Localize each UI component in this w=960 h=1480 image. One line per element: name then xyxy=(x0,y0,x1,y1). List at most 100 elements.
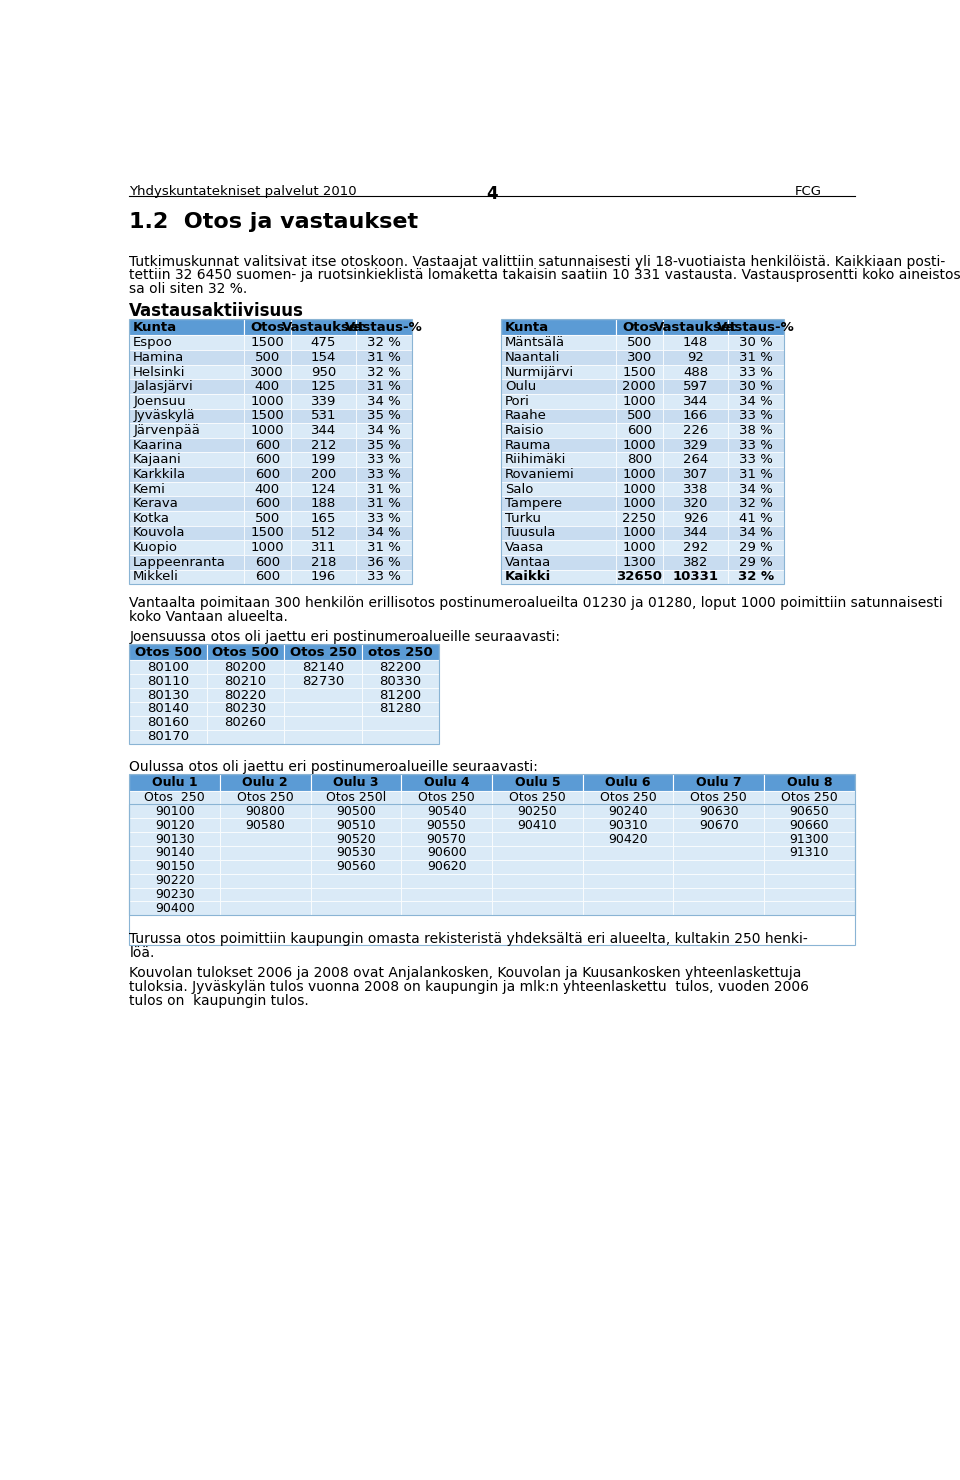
Bar xyxy=(130,832,220,847)
Text: 90230: 90230 xyxy=(155,888,195,901)
Text: Mäntsälä: Mäntsälä xyxy=(505,336,565,349)
Bar xyxy=(501,438,616,453)
Bar xyxy=(356,408,412,423)
Bar xyxy=(130,804,854,946)
Text: Kajaani: Kajaani xyxy=(133,453,182,466)
Text: 32 %: 32 % xyxy=(738,570,775,583)
Bar xyxy=(583,774,673,790)
Bar xyxy=(501,525,616,540)
Bar xyxy=(764,888,854,901)
Text: Lappeenranta: Lappeenranta xyxy=(133,555,226,568)
Text: Otos 250: Otos 250 xyxy=(509,790,565,804)
Bar xyxy=(291,438,356,453)
Bar xyxy=(501,351,616,364)
Bar xyxy=(501,511,616,525)
Text: 165: 165 xyxy=(311,512,336,525)
Text: 1500: 1500 xyxy=(251,527,284,539)
Text: 90800: 90800 xyxy=(246,805,285,818)
Text: Rauma: Rauma xyxy=(505,438,552,451)
Text: 82730: 82730 xyxy=(302,675,345,688)
Text: 33 %: 33 % xyxy=(368,512,401,525)
Bar xyxy=(311,818,401,832)
Text: 500: 500 xyxy=(254,512,280,525)
Bar xyxy=(206,644,284,660)
Text: 1000: 1000 xyxy=(251,425,284,437)
Text: 33 %: 33 % xyxy=(739,438,773,451)
Bar xyxy=(673,888,764,901)
Bar xyxy=(764,832,854,847)
Bar xyxy=(284,716,362,730)
Bar xyxy=(729,468,784,482)
Bar xyxy=(356,540,412,555)
Bar xyxy=(583,804,673,818)
Bar xyxy=(356,394,412,408)
Text: 35 %: 35 % xyxy=(368,438,401,451)
Text: 80160: 80160 xyxy=(147,716,189,730)
Bar xyxy=(206,675,284,688)
Text: 311: 311 xyxy=(311,542,336,554)
Bar xyxy=(662,570,729,585)
Text: 10331: 10331 xyxy=(672,570,718,583)
Text: Kouvolan tulokset 2006 ja 2008 ovat Anjalankosken, Kouvolan ja Kuusankosken yhte: Kouvolan tulokset 2006 ja 2008 ovat Anja… xyxy=(130,966,802,980)
Text: 292: 292 xyxy=(683,542,708,554)
Text: 600: 600 xyxy=(254,468,279,481)
Bar xyxy=(492,818,583,832)
Bar xyxy=(311,901,401,915)
Bar xyxy=(291,364,356,379)
Bar xyxy=(501,336,616,351)
Bar xyxy=(492,888,583,901)
Text: 90240: 90240 xyxy=(609,805,648,818)
Bar xyxy=(311,832,401,847)
Bar xyxy=(356,482,412,496)
Bar xyxy=(764,901,854,915)
Bar xyxy=(220,873,311,888)
Bar xyxy=(130,336,244,351)
Bar xyxy=(284,730,362,743)
Bar xyxy=(583,832,673,847)
Text: 600: 600 xyxy=(254,555,279,568)
Bar xyxy=(244,320,291,336)
Bar xyxy=(673,818,764,832)
Bar xyxy=(244,408,291,423)
Bar xyxy=(673,790,764,805)
Bar xyxy=(284,644,362,660)
Bar xyxy=(492,774,583,790)
Bar xyxy=(662,379,729,394)
Text: 199: 199 xyxy=(311,453,336,466)
Text: Rovaniemi: Rovaniemi xyxy=(505,468,575,481)
Bar xyxy=(220,860,311,873)
Bar xyxy=(492,873,583,888)
Bar xyxy=(130,660,206,675)
Bar xyxy=(311,860,401,873)
Text: 90120: 90120 xyxy=(155,818,195,832)
Bar xyxy=(662,496,729,511)
Bar xyxy=(729,570,784,585)
Text: 90570: 90570 xyxy=(427,833,467,845)
Text: 80210: 80210 xyxy=(225,675,267,688)
Bar xyxy=(130,570,244,585)
Text: 90630: 90630 xyxy=(699,805,738,818)
Bar xyxy=(291,394,356,408)
Text: FCG: FCG xyxy=(794,185,821,198)
Text: 597: 597 xyxy=(683,380,708,394)
Bar xyxy=(130,540,244,555)
Text: Pori: Pori xyxy=(505,395,530,408)
Bar xyxy=(729,379,784,394)
Bar xyxy=(291,525,356,540)
Text: 512: 512 xyxy=(311,527,336,539)
Text: Oulu 6: Oulu 6 xyxy=(605,776,651,789)
Bar xyxy=(616,408,662,423)
Text: 33 %: 33 % xyxy=(368,453,401,466)
Bar xyxy=(291,496,356,511)
Bar xyxy=(130,423,244,438)
Text: Otos 250: Otos 250 xyxy=(781,790,838,804)
Bar xyxy=(356,438,412,453)
Text: tuloksia. Jyväskylän tulos vuonna 2008 on kaupungin ja mlk:n yhteenlaskettu  tul: tuloksia. Jyväskylän tulos vuonna 2008 o… xyxy=(130,980,809,995)
Bar xyxy=(662,408,729,423)
Bar xyxy=(729,555,784,570)
Bar xyxy=(291,540,356,555)
Text: 90500: 90500 xyxy=(336,805,376,818)
Bar xyxy=(662,540,729,555)
Bar xyxy=(662,453,729,468)
Text: 1000: 1000 xyxy=(622,482,656,496)
